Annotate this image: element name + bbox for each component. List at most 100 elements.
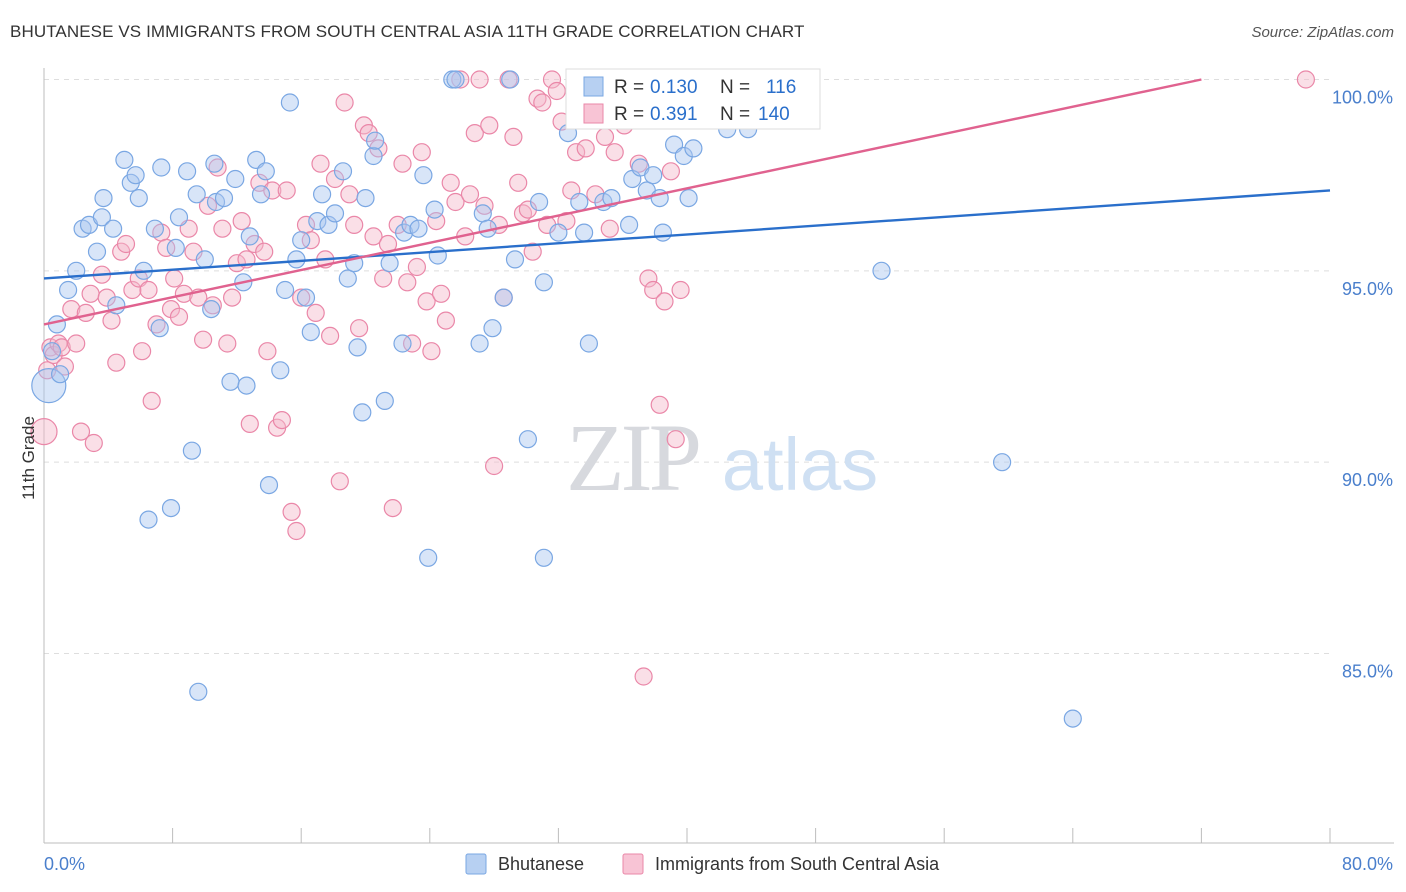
bhutanese-point — [240, 227, 259, 246]
bhutanese-point — [473, 204, 492, 223]
stats-r-value-immigrants: 0.391 — [650, 104, 698, 125]
bhutanese-point — [187, 185, 206, 204]
bhutanese-point — [47, 315, 67, 334]
bhutanese-point — [87, 242, 107, 261]
immigrants-point — [600, 219, 619, 238]
immigrants-point — [460, 185, 480, 204]
immigrants-point — [282, 502, 301, 521]
stats-legend: R = 0.130 N = 116 R = 0.391 N = 140 — [565, 68, 821, 130]
immigrants-point — [277, 181, 296, 200]
immigrants-trend-line — [43, 78, 1202, 326]
bhutanese-point — [619, 215, 639, 234]
immigrants-point — [605, 143, 624, 162]
bhutanese-point — [214, 189, 234, 208]
bhutanese-point — [992, 453, 1012, 472]
bhutanese-point — [419, 548, 438, 567]
immigrants-point — [509, 173, 528, 192]
immigrants-point — [671, 280, 690, 300]
bhutanese-point — [333, 162, 353, 181]
bhutanese-point — [115, 150, 134, 169]
immigrants-point — [432, 284, 451, 303]
immigrants-point — [123, 280, 142, 300]
bhutanese-point — [145, 219, 164, 238]
bhutanese-point — [579, 334, 599, 353]
immigrants-point — [306, 303, 325, 322]
bhutanese-point — [446, 70, 465, 89]
immigrants-point — [335, 93, 354, 112]
immigrants-point — [364, 227, 383, 246]
immigrants-point — [263, 181, 282, 200]
immigrants-point — [446, 192, 465, 212]
bhutanese-point — [574, 223, 594, 242]
bhutanese-point — [518, 430, 538, 449]
immigrants-point — [311, 154, 330, 173]
chart-title: BHUTANESE VS IMMIGRANTS FROM SOUTH CENTR… — [10, 22, 805, 41]
immigrants-point — [480, 116, 499, 135]
bhutanese-point — [251, 185, 271, 204]
bhutanese-point — [505, 250, 525, 269]
tick-labels: 100.0% 95.0% 90.0% 85.0% 0.0% 80.0% — [44, 88, 1393, 875]
bhutanese-point — [42, 342, 62, 361]
bhutanese-point — [325, 204, 345, 223]
legend-swatch-bhutanese[interactable] — [465, 853, 487, 875]
immigrants-point — [1296, 70, 1316, 89]
bhutanese-point — [534, 273, 554, 292]
immigrants-point — [398, 273, 417, 292]
bhutanese-point — [364, 146, 383, 166]
immigrants-point — [340, 185, 359, 204]
immigrants-point — [76, 303, 95, 322]
stats-r-value-bhutanese: 0.130 — [650, 77, 698, 98]
stats-swatch-immigrants — [583, 103, 604, 124]
bhutanese-point — [150, 319, 169, 338]
legend-label-bhutanese[interactable]: Bhutanese — [498, 854, 584, 874]
immigrants-point — [576, 139, 595, 158]
immigrants-point — [321, 326, 340, 345]
x-tick-label: 0.0% — [44, 854, 85, 874]
immigrants-point — [157, 238, 176, 257]
immigrants-point — [661, 162, 681, 181]
stats-n-value-bhutanese: 116 — [766, 77, 796, 98]
bhutanese-point — [501, 70, 520, 89]
bhutanese-point — [679, 189, 698, 208]
watermark: ZIP atlas — [566, 404, 878, 511]
axes — [43, 68, 1394, 844]
immigrants-point — [345, 215, 364, 234]
legend-swatch-immigrants[interactable] — [622, 853, 644, 875]
bhutanese-point — [356, 189, 375, 208]
immigrants-point — [272, 411, 291, 430]
immigrants-point — [403, 334, 422, 353]
stats-r-label-bhutanese: R = — [614, 77, 644, 98]
immigrants-point — [218, 334, 237, 353]
bhutanese-point — [529, 192, 549, 212]
immigrants-point — [504, 127, 523, 146]
bhutanese-point — [872, 261, 891, 280]
bhutanese-point — [393, 334, 412, 353]
bhutanese-point — [570, 192, 589, 212]
immigrants-point — [533, 93, 552, 112]
bhutanese-point — [58, 280, 78, 300]
legend-label-immigrants[interactable]: Immigrants from South Central Asia — [655, 854, 940, 874]
stats-n-label-bhutanese: N = — [720, 77, 750, 98]
immigrants-point — [52, 338, 71, 357]
immigrants-point — [436, 311, 455, 330]
immigrants-point — [417, 292, 436, 311]
bhutanese-point — [319, 215, 338, 234]
stats-legend-frame — [565, 68, 821, 130]
immigrants-point — [634, 667, 653, 686]
immigrants-point — [116, 234, 136, 254]
immigrants-point — [142, 391, 161, 410]
series-legend: Bhutanese Immigrants from South Central … — [465, 853, 940, 875]
bhutanese-point — [1063, 709, 1082, 728]
bhutanese-point — [425, 200, 444, 219]
y-tick-label: 95.0% — [1342, 279, 1393, 299]
bhutanese-point — [644, 166, 663, 185]
y-tick-label: 100.0% — [1332, 88, 1393, 108]
bhutanese-point — [276, 280, 295, 300]
immigrants-point — [485, 456, 504, 476]
bhutanese-point — [296, 288, 316, 307]
x-tick-label: 80.0% — [1342, 854, 1393, 874]
bhutanese-point — [94, 189, 113, 208]
bhutanese-point — [674, 146, 693, 166]
immigrants-point — [240, 414, 259, 433]
